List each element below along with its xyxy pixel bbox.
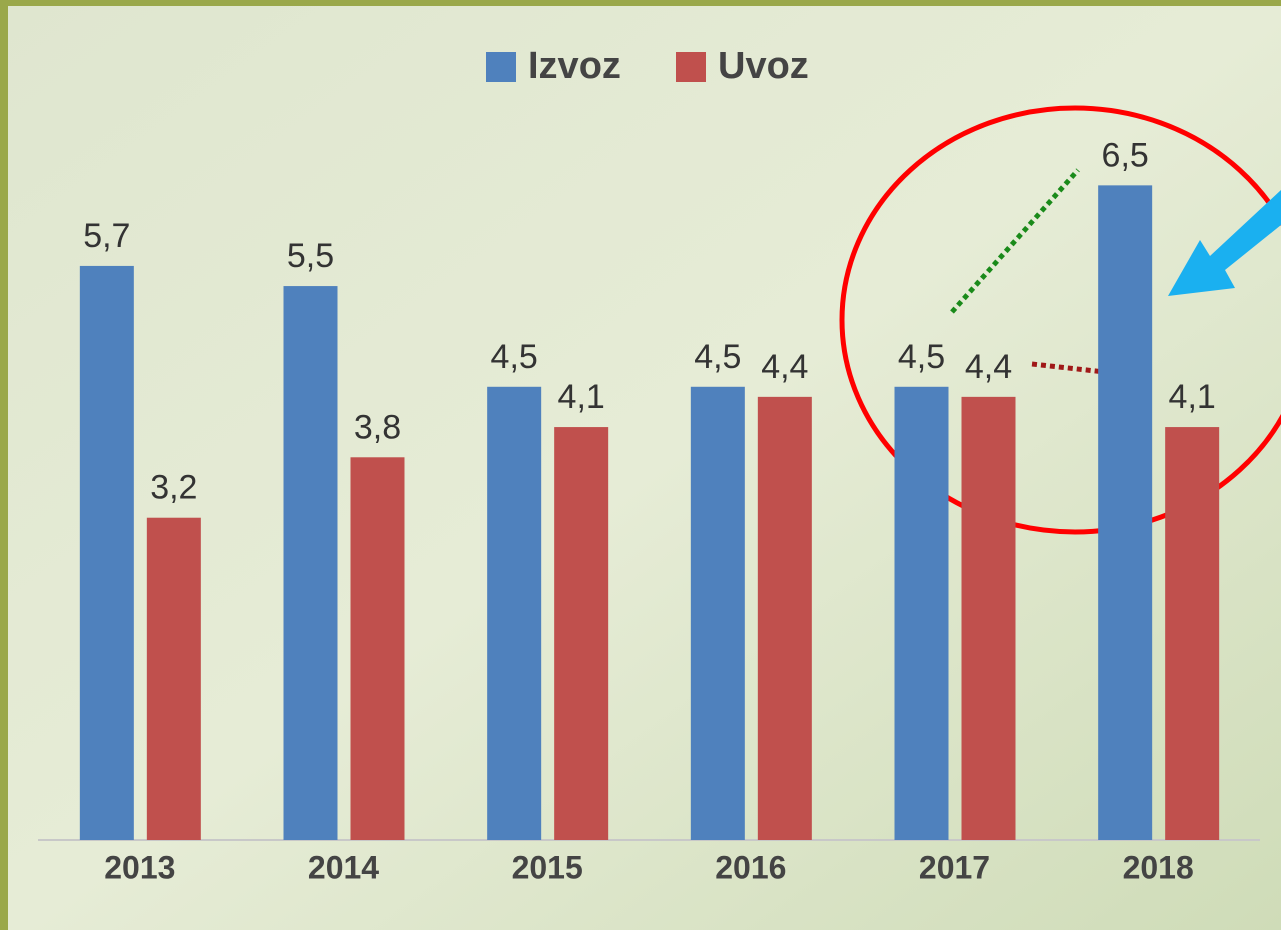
legend-label: Uvoz [718, 45, 809, 87]
bar [961, 396, 1016, 840]
highlight-circle [839, 105, 1281, 535]
bar [690, 386, 745, 840]
x-tick-label: 2017 [919, 849, 990, 885]
x-tick-label: 2013 [104, 849, 175, 885]
legend-label: Izvoz [528, 45, 621, 87]
data-label: 5,7 [83, 217, 130, 255]
x-tick-label: 2016 [715, 849, 786, 885]
background [8, 6, 1281, 930]
data-label: 5,5 [287, 237, 334, 275]
data-label: 3,2 [150, 469, 197, 507]
legend-swatch [676, 52, 706, 82]
arrow [1168, 190, 1281, 296]
bar [1098, 185, 1153, 840]
data-label: 4,5 [898, 338, 945, 376]
data-label: 4,5 [694, 338, 741, 376]
data-label: 3,8 [354, 408, 401, 446]
data-label: 4,5 [491, 338, 538, 376]
bar [894, 386, 949, 840]
green-dotted-line [950, 168, 1080, 314]
bar [79, 265, 134, 840]
data-label: 6,5 [1102, 136, 1149, 174]
data-label: 4,1 [1169, 378, 1216, 416]
x-tick-label: 2014 [308, 849, 379, 885]
red-dotted-line [1031, 361, 1151, 380]
data-label: 4,1 [558, 378, 605, 416]
bar [554, 427, 609, 840]
bar [146, 517, 201, 840]
data-label: 4,4 [761, 348, 808, 386]
x-tick-label: 2018 [1123, 849, 1194, 885]
x-tick-label: 2015 [512, 849, 583, 885]
bar [350, 457, 405, 840]
bar [757, 396, 812, 840]
bar [487, 386, 542, 840]
bar [1165, 427, 1220, 840]
data-label: 4,4 [965, 348, 1012, 386]
bar [283, 286, 338, 841]
legend-swatch [486, 52, 516, 82]
